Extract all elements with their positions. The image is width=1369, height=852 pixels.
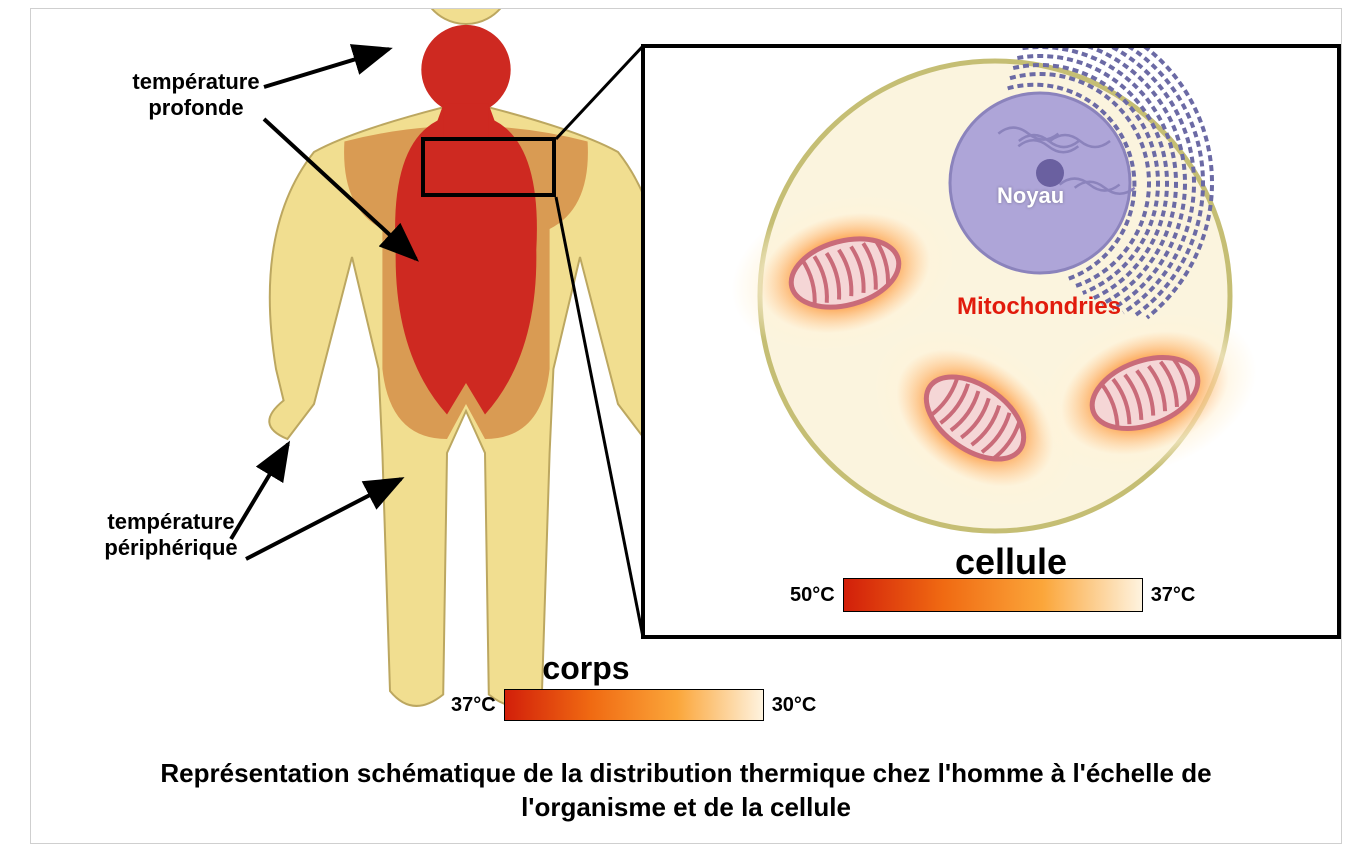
corps-cold-label: 30°C bbox=[772, 694, 817, 717]
zoom-source-rect bbox=[421, 137, 556, 197]
cellule-temperature-scale: 50°C 37°C bbox=[790, 578, 1195, 612]
cellule-scale-title: cellule bbox=[911, 540, 1111, 583]
deep-temp-line2: profonde bbox=[148, 95, 243, 120]
deep-temp-line1: température bbox=[132, 69, 259, 94]
label-peripheral-temperature: température périphérique bbox=[86, 509, 256, 562]
periph-temp-line1: température bbox=[107, 509, 234, 534]
mitochondria-label: Mitochondries bbox=[957, 293, 1121, 321]
label-deep-temperature: température profonde bbox=[111, 69, 281, 122]
figure-caption: Représentation schématique de la distrib… bbox=[31, 757, 1341, 825]
figure-canvas: température profonde température périphé… bbox=[30, 8, 1342, 844]
corps-scale-title: corps bbox=[526, 649, 646, 687]
periph-temp-line2: périphérique bbox=[104, 535, 237, 560]
cellule-cold-label: 37°C bbox=[1151, 584, 1196, 607]
cellule-hot-label: 50°C bbox=[790, 584, 835, 607]
corps-hot-label: 37°C bbox=[451, 694, 496, 717]
cellule-gradient-bar bbox=[843, 578, 1143, 612]
corps-temperature-scale: 37°C 30°C bbox=[451, 689, 816, 721]
corps-gradient-bar bbox=[504, 689, 764, 721]
nucleus-label: Noyau bbox=[997, 183, 1064, 209]
cell-inset-panel: Noyau Mitochondries cellule 50°C 37°C bbox=[641, 44, 1341, 639]
